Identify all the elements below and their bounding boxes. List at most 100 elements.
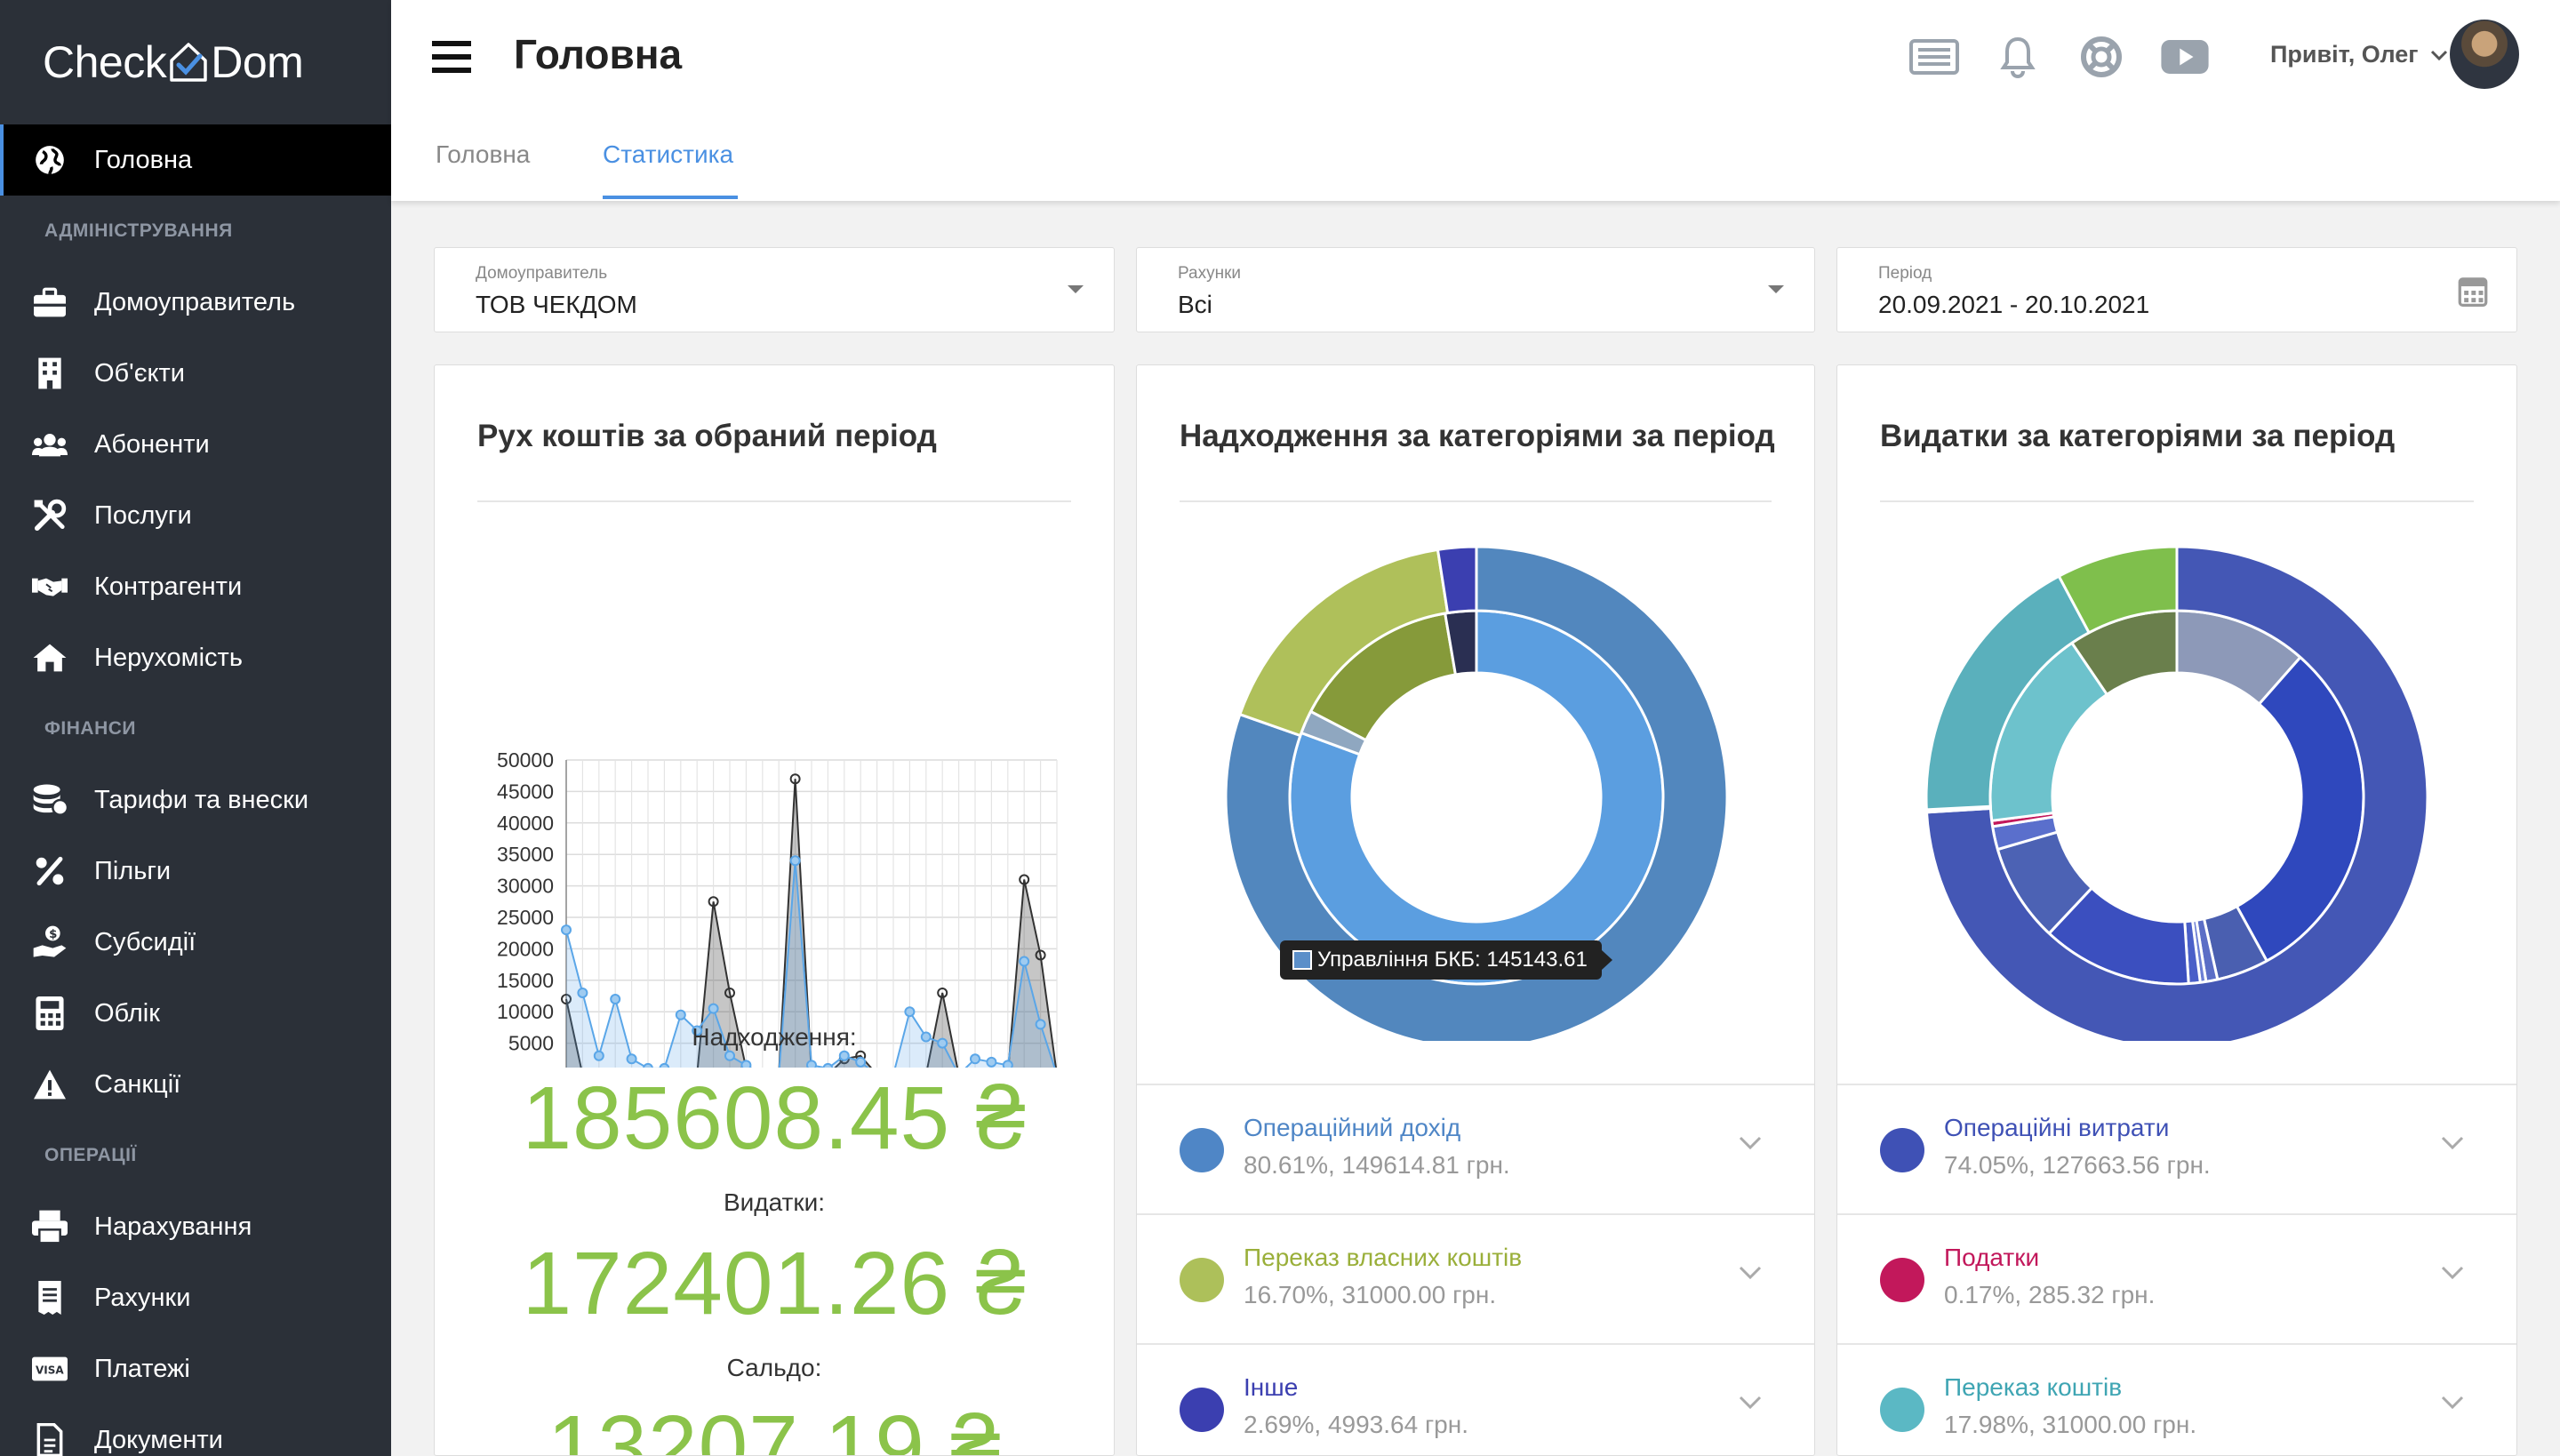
printer-icon [32,1209,68,1244]
sidebar-item-manager[interactable]: Домоуправитель [0,267,391,338]
legend-value: 80.61%, 149614.81 грн. [1244,1151,1510,1179]
briefcase-icon [32,284,68,320]
header: Головна Привіт, Олег Головна Статистика [391,0,2560,201]
donut-slice [1436,545,1478,615]
sidebar-item-accruals[interactable]: Нарахування [0,1191,391,1262]
period-picker[interactable]: Період 20.09.2021 - 20.10.2021 [1836,247,2517,332]
sidebar-item-documents[interactable]: Документи [0,1404,391,1456]
legend-row[interactable]: Інше 2.69%, 4993.64 грн. [1137,1343,1814,1455]
balance-amount: 13207.19 ₴ [547,1397,1002,1456]
page-title: Головна [514,31,683,77]
sidebar-item-sanctions[interactable]: Санкції [0,1049,391,1120]
expense-donut-chart[interactable] [1837,543,2517,1041]
youtube-icon[interactable] [2160,34,2210,80]
period-picker-label: Період [1878,264,1932,283]
calendar-icon[interactable] [2458,275,2488,307]
chevron-down-icon[interactable] [1738,1135,1763,1151]
legend-row[interactable]: Переказ коштів 17.98%, 31000.00 грн. [1837,1343,2516,1455]
chevron-down-icon [2430,50,2447,60]
legend-name: Операційні витрати [1944,1114,2170,1141]
document-icon [32,1422,68,1456]
chart-tooltip: Управління БКБ: 145143.61 [1280,940,1612,980]
data-point [1035,949,1046,961]
legend-color-dot [1180,1388,1224,1432]
greeting-text: Привіт, Олег [2270,41,2419,68]
data-point [822,1062,834,1068]
legend-row[interactable]: Переказ власних коштів 16.70%, 31000.00 … [1137,1213,1814,1343]
sidebar-item-payments[interactable]: VISA Платежі [0,1333,391,1404]
income-donut-chart[interactable] [1137,543,1815,1041]
data-point [724,1050,735,1061]
chevron-down-icon[interactable] [2440,1395,2465,1411]
sidebar-item-contractors[interactable]: Контрагенти [0,551,391,622]
y-tick-label: 25000 [497,906,554,929]
home-icon [32,640,68,676]
caret-down-icon [1768,285,1784,293]
user-greeting[interactable]: Привіт, Олег [2270,41,2449,68]
bell-icon[interactable] [1993,34,2043,80]
accounts-select[interactable]: Рахунки Всі [1136,247,1815,332]
income-amount: 185608.45 ₴ [522,1068,1027,1168]
svg-text:$: $ [49,928,57,941]
y-tick-label: 35000 [497,843,554,866]
data-point [675,1009,686,1020]
data-point [708,1003,719,1014]
lifebuoy-icon[interactable] [2076,34,2126,80]
logo-text-dom: Dom [211,37,304,87]
data-point [610,994,621,1005]
income-card-title: Надходження за категоріями за період [1180,419,1775,453]
sidebar-item-benefits[interactable]: Пільги [0,836,391,907]
building-icon [32,356,68,391]
logo[interactable]: Check Dom [0,0,391,124]
data-point [970,1053,980,1065]
news-icon[interactable] [1909,34,1959,80]
y-tick-label: 10000 [497,1000,554,1023]
sidebar-item-label: Платежі [94,1354,190,1383]
data-point [1019,874,1030,885]
donut-slice [2057,545,2179,635]
legend-row[interactable]: Податки 0.17%, 285.32 грн. [1837,1213,2516,1343]
y-tick-label: 5000 [508,1032,554,1055]
data-point [561,994,572,1005]
sidebar-item-subsidies[interactable]: $ Субсидії [0,907,391,978]
sidebar-item-label: Нерухомість [94,643,243,672]
divider [477,500,1071,502]
tooltip-text: Управління БКБ: 145143.61 [1317,948,1588,972]
data-point [838,1050,850,1061]
period-picker-value: 20.09.2021 - 20.10.2021 [1878,291,2150,318]
legend-row[interactable]: Операційні витрати 74.05%, 127663.56 грн… [1837,1084,2516,1213]
y-tick-label: 40000 [497,812,554,835]
data-point [643,1062,653,1068]
sidebar-item-subscribers[interactable]: Абоненти [0,409,391,480]
manager-select[interactable]: Домоуправитель ТОВ ЧЕКДОМ [434,247,1115,332]
data-point [708,896,719,908]
legend-value: 17.98%, 31000.00 грн. [1944,1411,2197,1438]
sidebar-item-label: Документи [94,1425,223,1454]
divider [1880,500,2474,502]
sidebar-item-tariffs[interactable]: Тарифи та внески [0,764,391,836]
chevron-down-icon[interactable] [2440,1265,2465,1281]
data-point [937,1037,948,1049]
balance-label: Сальдо: [726,1354,822,1381]
data-point [593,1050,604,1061]
chevron-down-icon[interactable] [2440,1135,2465,1151]
sidebar-item-objects[interactable]: Об'єкти [0,338,391,409]
sidebar-item-invoices[interactable]: Рахунки [0,1262,391,1333]
income-label: Надходження: [692,1023,857,1051]
sidebar-item-label: Абоненти [94,429,210,459]
visa-card-icon: VISA [32,1351,68,1387]
tab-home[interactable]: Головна [436,140,531,168]
sidebar-item-home[interactable]: Головна [0,124,391,196]
chevron-down-icon[interactable] [1738,1265,1763,1281]
sidebar-item-accounting[interactable]: Облік [0,978,391,1049]
legend-row[interactable]: Операційний дохід 80.61%, 149614.81 грн. [1137,1084,1814,1213]
sidebar-item-services[interactable]: Послуги [0,480,391,551]
sidebar-item-realty[interactable]: Нерухомість [0,622,391,693]
tab-statistics[interactable]: Статистика [603,140,734,168]
house-check-icon [170,43,207,82]
receipt-icon [32,1280,68,1316]
data-point [937,987,948,998]
hamburger-menu-icon[interactable] [432,41,471,73]
avatar[interactable] [2450,20,2519,89]
chevron-down-icon[interactable] [1738,1395,1763,1411]
